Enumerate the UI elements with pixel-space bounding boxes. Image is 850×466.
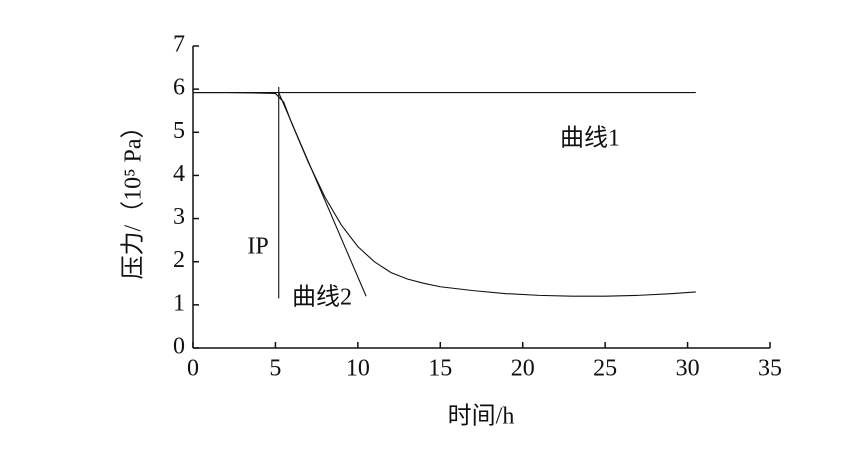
line-series <box>278 92 367 297</box>
y-tick-label: 2 <box>173 247 185 273</box>
x-tick-label: 5 <box>269 356 281 382</box>
x-tick-label: 10 <box>346 356 370 382</box>
y-tick-label: 5 <box>173 118 185 144</box>
y-tick-label: 6 <box>173 75 185 101</box>
y-tick-label: 4 <box>173 161 185 187</box>
x-tick-label: 25 <box>593 356 617 382</box>
y-axis-label: 压力/（10⁵ Pa） <box>120 114 147 279</box>
x-tick-label: 35 <box>758 356 782 382</box>
annotation: 曲线2 <box>292 284 352 311</box>
annotation: 曲线1 <box>560 125 620 152</box>
y-tick-label: 3 <box>173 204 185 230</box>
x-tick-label: 20 <box>511 356 535 382</box>
x-tick-label: 0 <box>187 356 199 382</box>
line-series <box>193 92 696 297</box>
annotation: IP <box>247 234 268 260</box>
x-tick-label: 30 <box>676 356 700 382</box>
y-tick-label: 0 <box>173 334 185 360</box>
x-tick-label: 15 <box>428 356 452 382</box>
y-tick-label: 1 <box>173 290 185 316</box>
y-tick-label: 7 <box>173 32 185 58</box>
x-axis-label: 时间/h <box>448 403 515 430</box>
